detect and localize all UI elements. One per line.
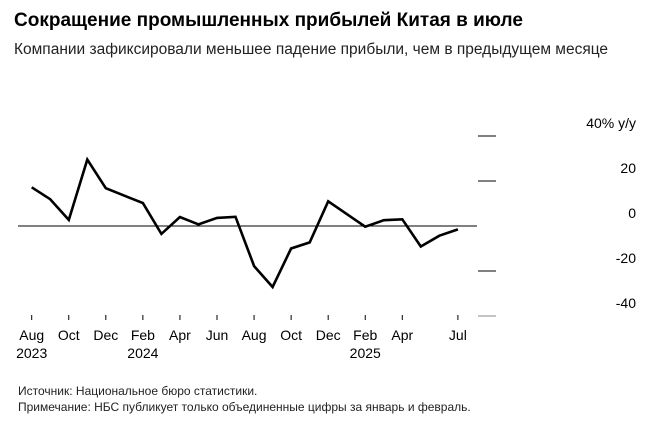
x-tick-label: Dec	[93, 327, 118, 343]
x-tick-year-label: 2024	[127, 345, 158, 361]
x-tick-label: Feb	[131, 327, 155, 343]
x-tick-label: Feb	[353, 327, 377, 343]
x-tick-label: Aug	[242, 327, 267, 343]
y-tick-label: 0	[628, 205, 636, 221]
chart-title: Сокращение промышленных прибылей Китая в…	[14, 10, 523, 31]
source-note: Источник: Национальное бюро статистики.	[18, 384, 258, 398]
chart-subtitle: Компании зафиксировали меньшее падение п…	[14, 41, 609, 58]
x-tick-year-label: 2025	[350, 345, 381, 361]
x-tick-label: Dec	[316, 327, 341, 343]
x-tick-year-label: 2023	[16, 345, 47, 361]
x-tick-label: Apr	[169, 327, 191, 343]
x-tick-label: Aug	[19, 327, 44, 343]
y-tick-label: 40% y/y	[586, 115, 636, 131]
x-tick-label: Jun	[206, 327, 229, 343]
y-tick-label: 20	[620, 160, 636, 176]
x-tick-label: Apr	[391, 327, 413, 343]
data-line	[30, 156, 459, 290]
x-tick-label: Oct	[280, 327, 302, 343]
y-tick-label: -40	[616, 295, 636, 311]
x-tick-label: Oct	[58, 327, 80, 343]
x-tick-label: Jul	[449, 327, 467, 343]
y-tick-label: -20	[616, 250, 636, 266]
footnote: Примечание: НБС публикует только объедин…	[18, 400, 471, 414]
